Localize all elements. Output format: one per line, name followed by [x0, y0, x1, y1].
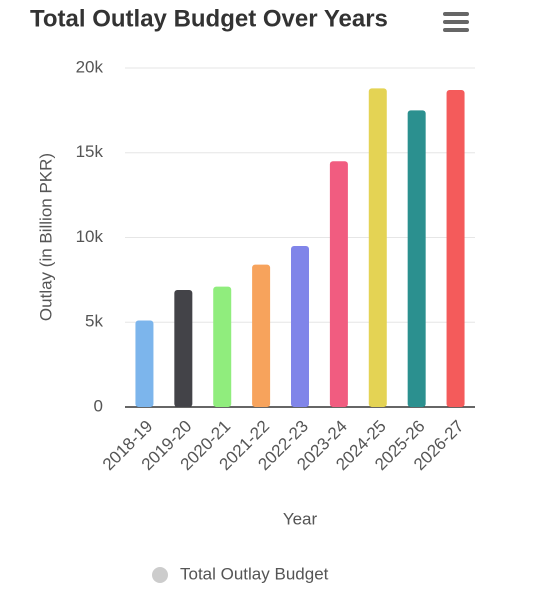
chart-title: Total Outlay Budget Over Years: [30, 5, 388, 32]
y-tick-label: 20k: [76, 57, 104, 76]
y-tick-label: 5k: [85, 312, 103, 331]
y-tick-label: 10k: [76, 227, 104, 246]
bar: [174, 290, 193, 407]
y-tick-label: 15k: [76, 142, 104, 161]
bar: [252, 264, 271, 407]
bar: [329, 161, 348, 407]
legend-label[interactable]: Total Outlay Budget: [180, 564, 329, 583]
legend-marker: [152, 567, 168, 583]
bar: [368, 88, 387, 407]
menu-icon[interactable]: [443, 12, 469, 32]
x-axis-label: Year: [283, 509, 318, 528]
bar: [135, 320, 154, 407]
bar: [291, 245, 309, 407]
bar: [213, 286, 232, 407]
y-tick-label: 0: [94, 396, 103, 415]
y-axis-label: Outlay (in Billion PKR): [36, 153, 55, 321]
bar: [407, 110, 426, 407]
bar: [446, 90, 465, 407]
